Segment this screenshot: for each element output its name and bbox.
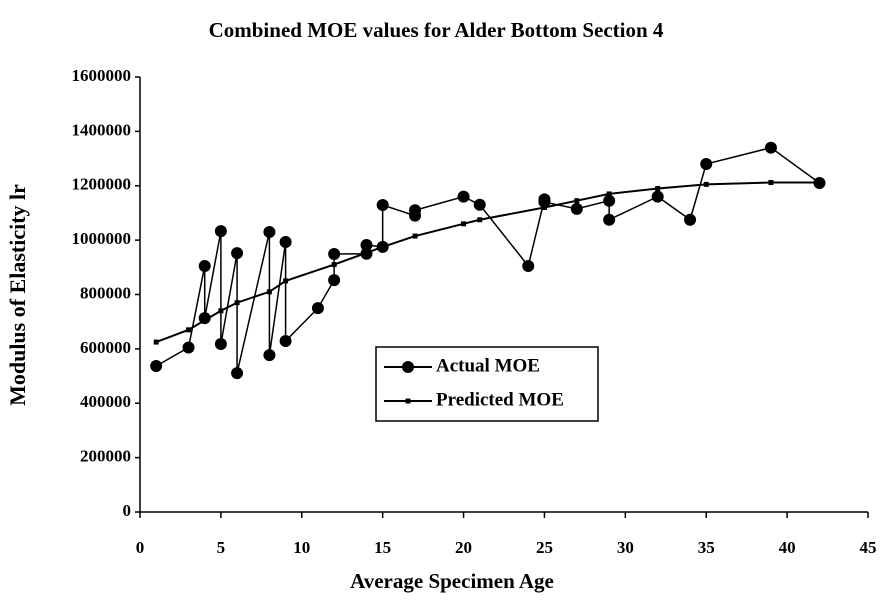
point [153,339,159,345]
x-tick-label: 45 [860,538,877,557]
point [331,262,337,268]
legend-label: Predicted MOE [436,389,564,410]
point [477,217,483,223]
point [570,202,583,215]
y-tick-label: 200000 [80,447,131,466]
point [186,327,192,333]
point [266,289,272,295]
point [198,259,211,272]
legend-label: Actual MOE [436,355,540,376]
y-tick-label: 0 [123,501,132,520]
point [538,196,551,209]
x-tick-label: 5 [217,538,226,557]
point [328,247,341,260]
x-tick-label: 20 [455,538,472,557]
legend-marker [402,361,414,373]
point [412,233,418,239]
y-tick-label: 1600000 [72,66,132,85]
point [473,198,486,211]
point [574,198,580,204]
y-tick-label: 1200000 [72,175,132,194]
point [231,367,244,380]
point [380,244,386,250]
y-tick-label: 400000 [80,392,131,411]
point [684,213,697,226]
point [700,158,713,170]
point [603,194,616,207]
x-tick-label: 10 [293,538,310,557]
point [606,191,612,197]
point [360,239,373,252]
point [603,213,616,226]
point [768,179,774,185]
point [279,334,292,347]
series-line [155,181,820,344]
y-tick-label: 600000 [80,338,131,357]
point [150,360,163,373]
point [651,190,664,203]
point [816,179,822,185]
x-tick-label: 0 [136,538,145,557]
x-tick-label: 25 [536,538,553,557]
series-line [155,146,820,374]
point [234,300,240,306]
point [457,190,470,203]
point [522,259,535,272]
point [279,236,292,249]
x-tick-label: 40 [779,538,796,557]
point [263,225,276,238]
x-tick-label: 35 [698,538,715,557]
point [703,181,709,187]
y-tick-label: 800000 [80,283,131,302]
legend-marker [405,398,411,404]
point [409,204,422,217]
point [541,205,547,210]
x-axis-label: Average Specimen Age [350,569,554,593]
point [283,278,289,284]
y-tick-label: 1400000 [72,120,132,139]
point [764,141,777,154]
legend-box [375,346,599,422]
x-tick-label: 15 [374,538,391,557]
chart-title: Combined MOE values for Alder Bottom Sec… [209,18,664,42]
point [231,247,244,260]
point [182,341,195,354]
point [328,274,341,287]
point [461,221,467,227]
point [655,185,661,191]
point [214,225,227,238]
point [376,199,389,212]
point [263,349,276,362]
point [218,308,224,314]
point [311,302,324,315]
y-tick-label: 1000000 [72,229,132,248]
x-tick-label: 30 [617,538,634,557]
point [214,337,227,350]
y-axis-label: Modulus of Elasticity lr [5,184,30,406]
